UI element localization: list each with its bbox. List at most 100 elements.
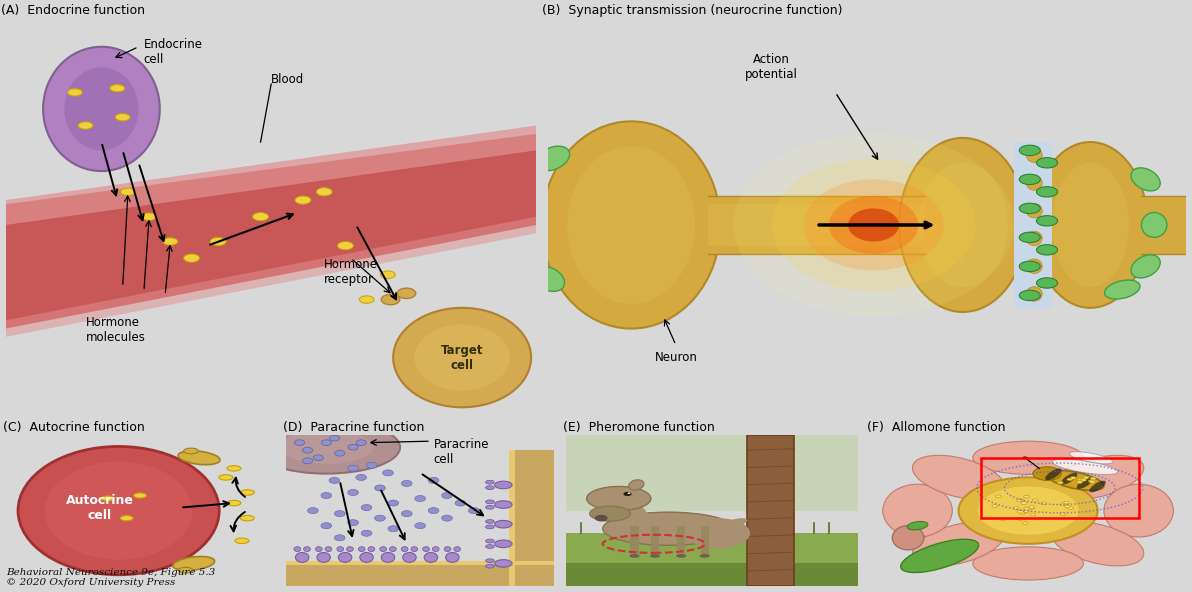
Circle shape (361, 504, 372, 510)
Ellipse shape (485, 559, 495, 562)
Ellipse shape (316, 188, 333, 196)
Ellipse shape (380, 271, 396, 278)
Ellipse shape (381, 552, 395, 562)
Circle shape (348, 445, 359, 450)
Circle shape (455, 500, 466, 506)
Text: (D)  Paracrine function: (D) Paracrine function (284, 421, 424, 434)
Ellipse shape (1037, 186, 1057, 197)
Ellipse shape (317, 552, 330, 562)
Circle shape (828, 196, 918, 254)
Ellipse shape (1131, 255, 1160, 278)
Circle shape (1013, 507, 1019, 509)
Bar (514, 450, 554, 586)
Ellipse shape (454, 546, 460, 552)
Ellipse shape (1026, 148, 1042, 162)
Ellipse shape (918, 163, 1007, 287)
Circle shape (441, 493, 452, 498)
Ellipse shape (973, 441, 1084, 474)
Ellipse shape (402, 546, 408, 552)
Ellipse shape (184, 254, 199, 262)
Ellipse shape (226, 466, 241, 471)
Ellipse shape (116, 114, 130, 121)
Ellipse shape (1037, 157, 1057, 168)
Ellipse shape (241, 516, 254, 521)
Ellipse shape (304, 546, 310, 552)
Circle shape (402, 481, 412, 487)
Ellipse shape (393, 308, 532, 407)
Ellipse shape (1019, 290, 1041, 301)
Circle shape (1091, 477, 1095, 480)
Circle shape (1018, 510, 1023, 513)
Circle shape (321, 493, 331, 498)
Ellipse shape (415, 324, 510, 391)
Circle shape (1023, 522, 1028, 525)
Ellipse shape (485, 520, 495, 523)
Ellipse shape (1053, 459, 1118, 475)
Circle shape (313, 455, 323, 461)
Polygon shape (619, 503, 648, 523)
Ellipse shape (1019, 174, 1041, 185)
Ellipse shape (359, 296, 374, 303)
Text: Endocrine
cell: Endocrine cell (144, 38, 203, 66)
Ellipse shape (1089, 481, 1106, 493)
Circle shape (428, 477, 439, 484)
Circle shape (389, 526, 398, 532)
Circle shape (771, 159, 975, 291)
Ellipse shape (628, 480, 644, 490)
Circle shape (1018, 518, 1023, 520)
Ellipse shape (433, 546, 439, 552)
Circle shape (1060, 513, 1066, 516)
Ellipse shape (235, 538, 249, 543)
Ellipse shape (1045, 468, 1062, 480)
Ellipse shape (542, 121, 720, 329)
Bar (566, 435, 858, 510)
Ellipse shape (18, 446, 219, 575)
Circle shape (1018, 499, 1023, 501)
Circle shape (958, 477, 1098, 544)
Ellipse shape (973, 547, 1084, 580)
Circle shape (1024, 496, 1030, 498)
Ellipse shape (495, 481, 513, 489)
Ellipse shape (724, 518, 747, 527)
Ellipse shape (381, 294, 399, 305)
Polygon shape (6, 134, 536, 329)
Ellipse shape (110, 85, 125, 92)
Circle shape (321, 523, 331, 529)
Ellipse shape (325, 546, 331, 552)
Circle shape (1019, 511, 1025, 514)
Ellipse shape (253, 213, 268, 221)
Ellipse shape (1019, 203, 1041, 214)
Text: (F)  Allomone function: (F) Allomone function (867, 421, 1006, 434)
Ellipse shape (403, 552, 416, 562)
Ellipse shape (368, 546, 374, 552)
Bar (708, 204, 925, 246)
Ellipse shape (1026, 176, 1042, 190)
Ellipse shape (1051, 522, 1144, 566)
Circle shape (329, 477, 340, 484)
Ellipse shape (676, 554, 687, 558)
Circle shape (1081, 478, 1086, 481)
Text: Action
potential: Action potential (745, 53, 797, 82)
Ellipse shape (912, 522, 1005, 566)
Ellipse shape (339, 552, 352, 562)
Bar (566, 564, 858, 586)
Circle shape (367, 462, 377, 468)
Circle shape (992, 505, 998, 507)
Circle shape (1084, 477, 1088, 479)
Ellipse shape (685, 518, 750, 548)
Ellipse shape (120, 188, 136, 195)
Ellipse shape (485, 480, 495, 484)
Circle shape (1029, 506, 1035, 509)
Ellipse shape (178, 451, 221, 465)
Ellipse shape (360, 552, 373, 562)
Circle shape (1030, 513, 1036, 516)
Circle shape (348, 520, 359, 526)
Ellipse shape (397, 288, 416, 298)
Ellipse shape (629, 554, 640, 558)
Ellipse shape (184, 448, 198, 454)
Circle shape (441, 515, 452, 521)
Bar (286, 564, 554, 586)
Ellipse shape (253, 421, 401, 474)
Polygon shape (6, 126, 536, 225)
Circle shape (329, 435, 340, 441)
